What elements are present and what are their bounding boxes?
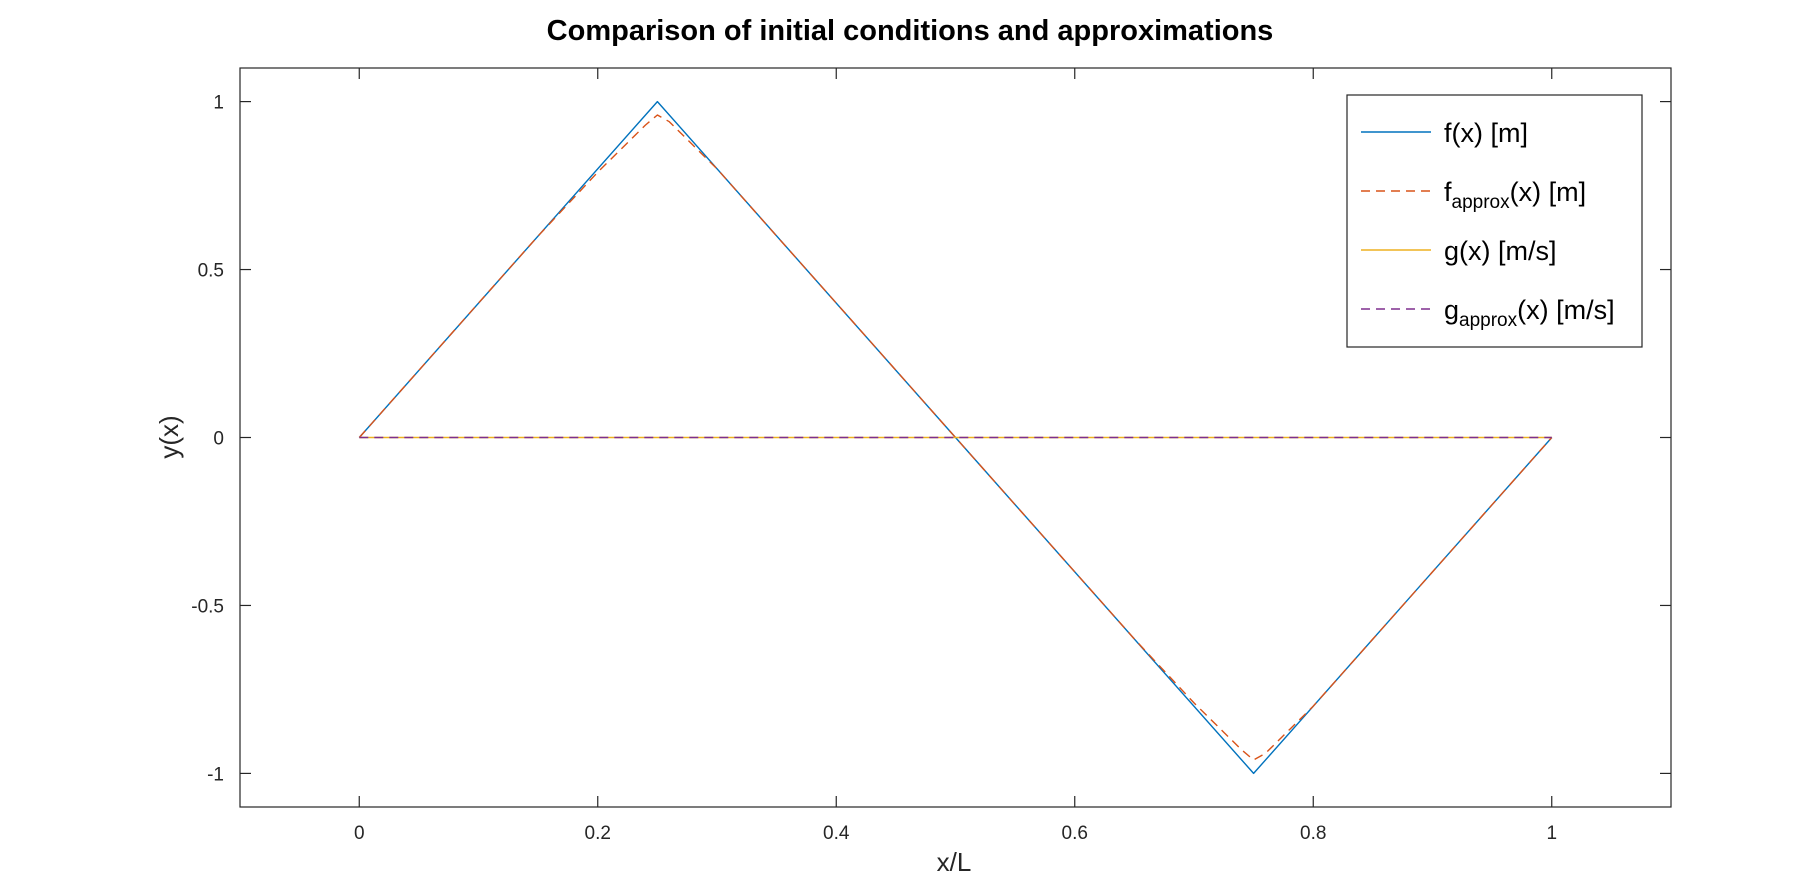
x-tick-label: 0.4 [823, 823, 850, 844]
y-tick-label: 1 [213, 93, 224, 114]
legend: f(x) [m] fapprox(x) [m] g(x) [m/s] gapprox(… [1346, 94, 1643, 348]
legend-entry-4: gapprox(x) [m/s] [1444, 295, 1615, 331]
chart-title: Comparison of initial conditions and app… [547, 15, 1274, 47]
legend-entry-1: f(x) [m] [1444, 118, 1528, 148]
series-line-2 [358, 114, 1553, 761]
legend-entry-2: fapprox(x) [m] [1444, 177, 1586, 213]
x-tick-label: 0.8 [1300, 823, 1326, 844]
legend-box [1346, 94, 1643, 348]
y-tick-label: 0.5 [198, 261, 224, 282]
y-axis-label: y(x) [154, 415, 184, 458]
legend-entry-3: g(x) [m/s] [1444, 236, 1557, 266]
y-tick-label: -0.5 [191, 596, 224, 617]
y-tick-label: -1 [207, 764, 224, 785]
x-tick-label: 0.6 [1062, 823, 1088, 844]
y-tick-label: 0 [213, 429, 224, 450]
x-tick-label: 0.2 [585, 823, 611, 844]
x-tick-label: 1 [1546, 823, 1557, 844]
x-tick-label: 0 [354, 823, 365, 844]
x-axis-label: x/L [937, 847, 972, 877]
